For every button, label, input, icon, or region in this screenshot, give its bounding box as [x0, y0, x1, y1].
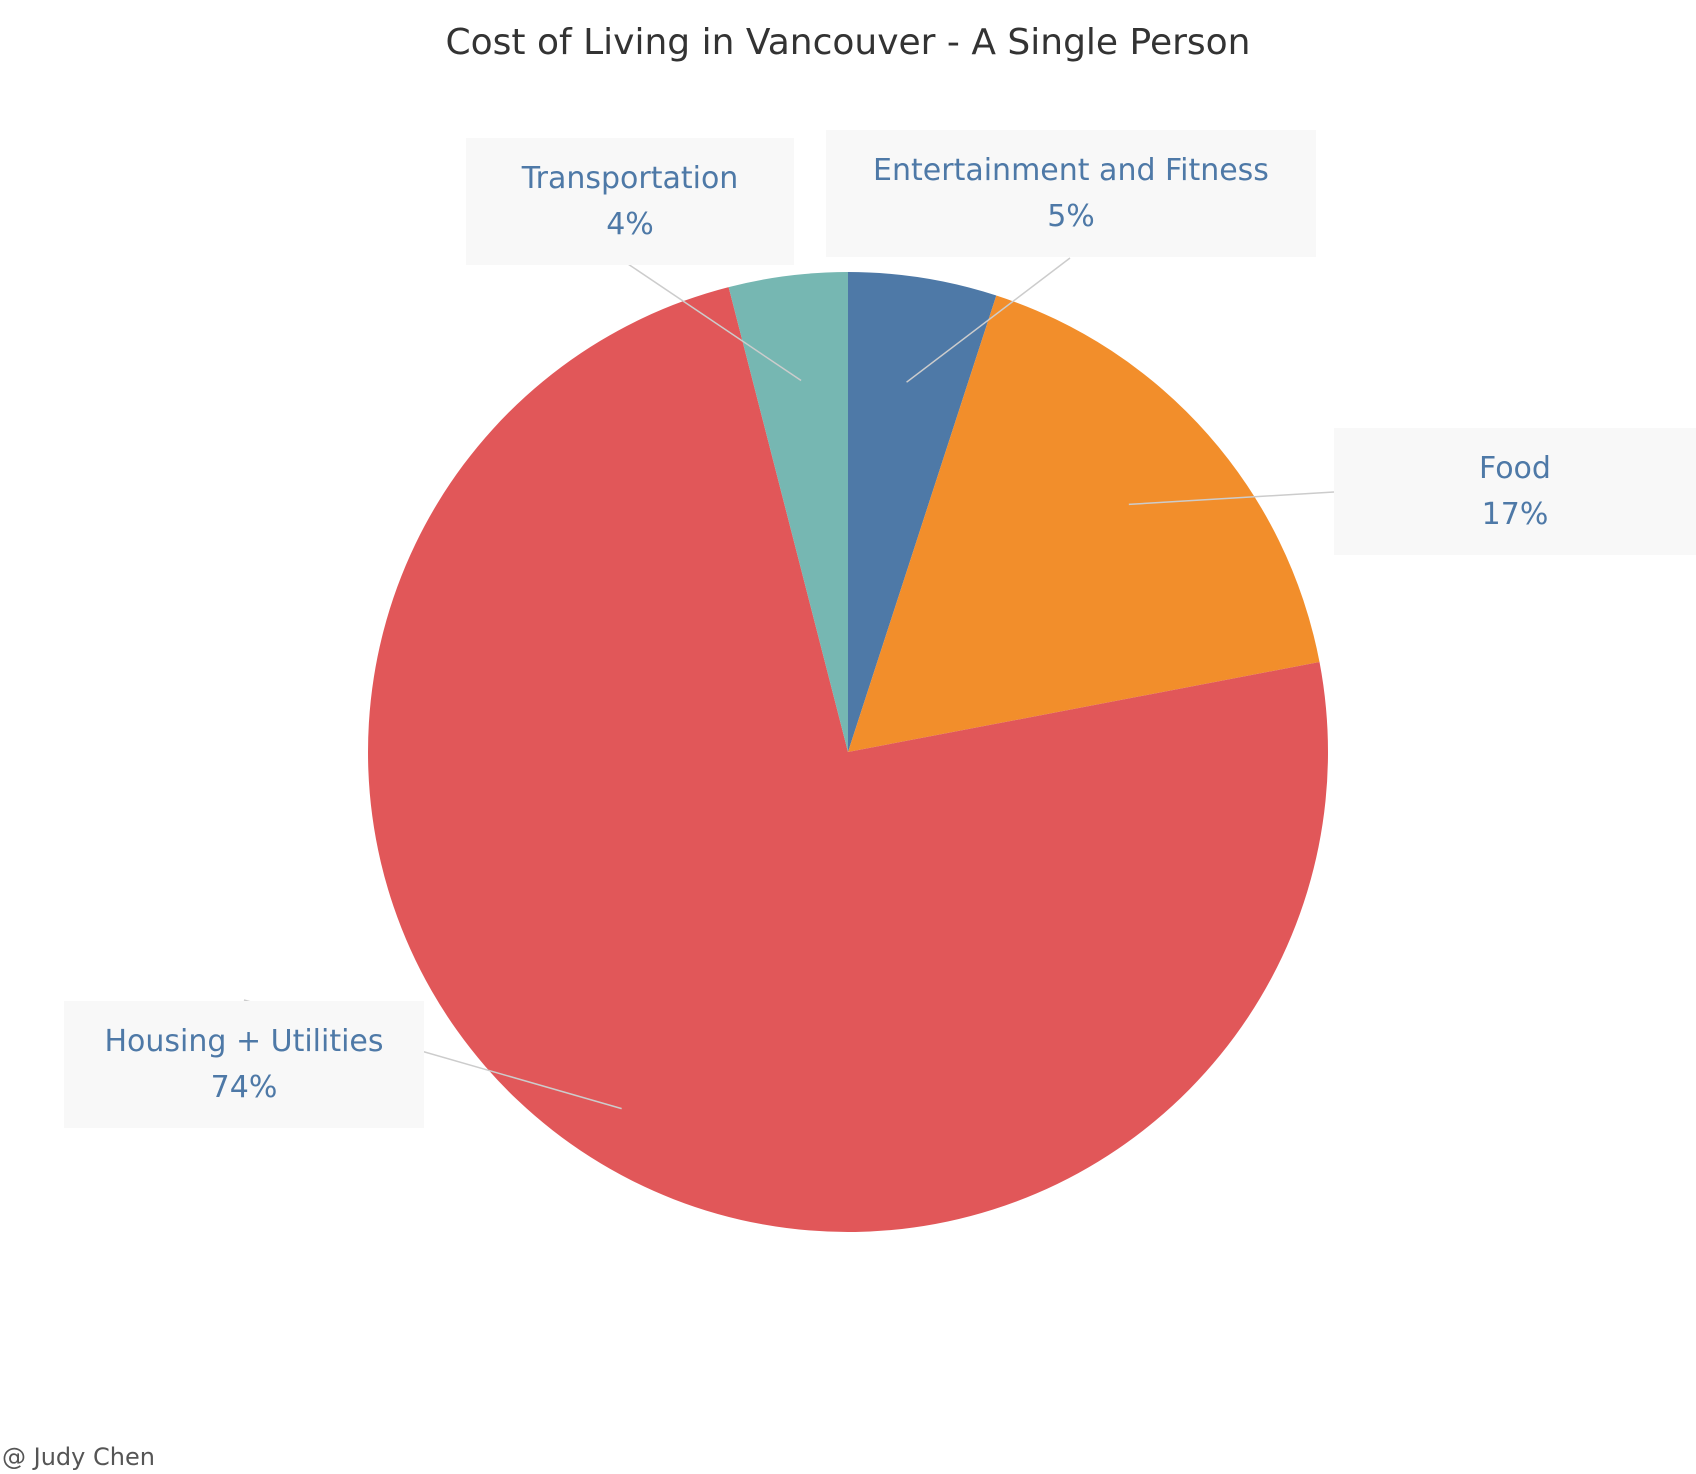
- label-box-food: [1334, 428, 1696, 555]
- chart-title: Cost of Living in Vancouver - A Single P…: [446, 22, 1251, 63]
- slice-value-food: 17%: [1482, 497, 1549, 532]
- label-box-transportation: [466, 138, 794, 265]
- pie-slice-food: [848, 295, 1320, 752]
- pie-slice-entertainment-and-fitness: [848, 272, 997, 752]
- slice-labels: Entertainment and Fitness 5% Food 17% Housin…: [64, 130, 1696, 1128]
- slice-label-food: Food: [1479, 451, 1551, 486]
- leader-line-entertainment-and-fitness: [906, 257, 1071, 383]
- pie-slice-transportation: [728, 272, 848, 752]
- credit-text: @ Judy Chen: [2, 1443, 155, 1471]
- slice-value-entertainment-and-fitness: 5%: [1047, 199, 1095, 234]
- slice-label-entertainment-and-fitness: Entertainment and Fitness: [873, 153, 1269, 188]
- leader-line-transportation: [627, 263, 802, 382]
- slice-value-housing-utilities: 74%: [211, 1070, 278, 1105]
- label-box-entertainment-and-fitness: [826, 130, 1316, 257]
- pie-slices: [368, 272, 1329, 1232]
- slice-label-housing-utilities: Housing + Utilities: [104, 1024, 383, 1059]
- slice-value-transportation: 4%: [606, 207, 654, 242]
- slice-label-transportation: Transportation: [521, 161, 739, 196]
- pie-slice-housing-utilities: [368, 287, 1329, 1232]
- label-box-housing-utilities: [64, 1001, 424, 1128]
- leader-line-food: [1128, 491, 1335, 506]
